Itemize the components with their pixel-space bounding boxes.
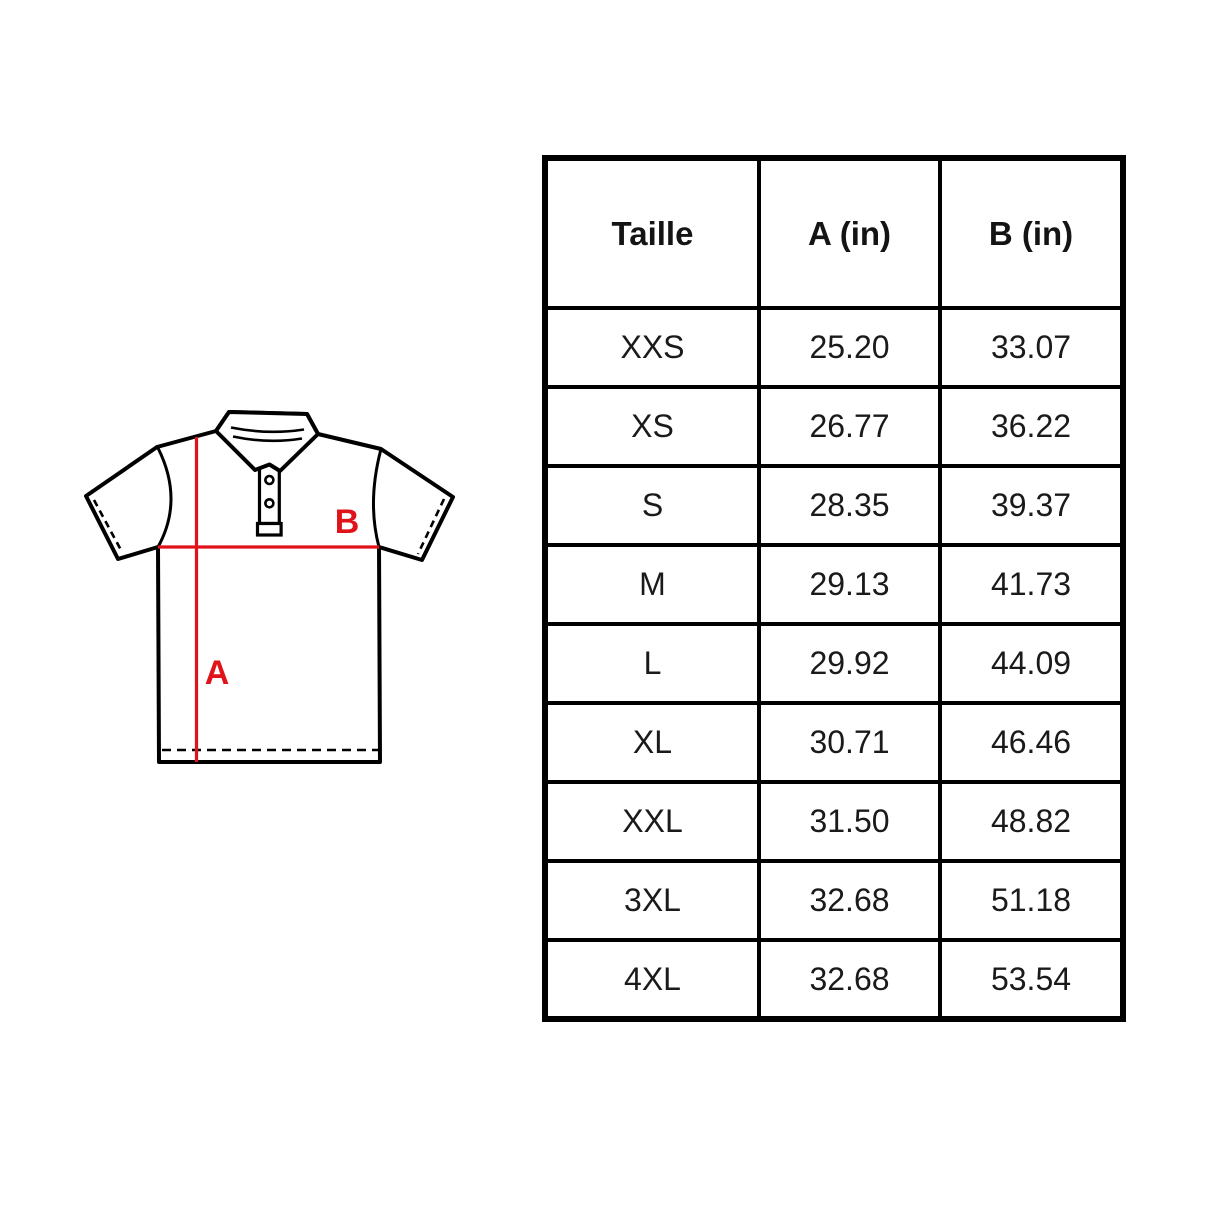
table-row-xxl: XXL 31.50 48.82 xyxy=(543,780,1125,863)
table-row-xl: XL 30.71 46.46 xyxy=(543,701,1125,784)
measurement-label-b: B xyxy=(335,503,360,541)
placket-bottom-box xyxy=(255,521,283,537)
cell-b: 41.73 xyxy=(938,543,1125,626)
cell-b: 51.18 xyxy=(938,859,1125,942)
table-row-xxs: XXS 25.20 33.07 xyxy=(543,306,1125,389)
header-cell-size: Taille xyxy=(543,156,761,310)
size-table-header-row: Taille A (in) B (in) xyxy=(543,156,1125,310)
cuff-stitch-left xyxy=(92,499,124,553)
button-top-icon xyxy=(264,474,275,486)
cell-size: M xyxy=(543,543,761,626)
armhole-seam-right xyxy=(371,448,383,548)
cell-size: L xyxy=(543,622,761,705)
cell-a: 31.50 xyxy=(757,780,942,863)
armhole-seam-left xyxy=(156,447,173,548)
table-row-4xl: 4XL 32.68 53.54 xyxy=(543,938,1125,1021)
table-row-xs: XS 26.77 36.22 xyxy=(543,385,1125,468)
table-row-s: S 28.35 39.37 xyxy=(543,464,1125,547)
shirt-measurement-diagram: A B xyxy=(70,390,490,810)
cell-a: 30.71 xyxy=(757,701,942,784)
cell-a: 32.68 xyxy=(757,938,942,1021)
measurement-label-a: A xyxy=(205,654,230,692)
placket xyxy=(257,462,281,526)
cell-a: 28.35 xyxy=(757,464,942,547)
cell-size: 4XL xyxy=(543,938,761,1021)
cell-b: 46.46 xyxy=(938,701,1125,784)
cell-size: XXL xyxy=(543,780,761,863)
cell-b: 53.54 xyxy=(938,938,1125,1021)
table-row-l: L 29.92 44.09 xyxy=(543,622,1125,705)
cell-size: S xyxy=(543,464,761,547)
header-cell-b: B (in) xyxy=(938,156,1125,310)
cell-size: XXS xyxy=(543,306,761,389)
collar-stitch-lines xyxy=(230,426,305,443)
cell-b: 33.07 xyxy=(938,306,1125,389)
button-bottom-icon xyxy=(264,498,275,509)
cell-a: 29.13 xyxy=(757,543,942,626)
cell-size: XL xyxy=(543,701,761,784)
cell-b: 44.09 xyxy=(938,622,1125,705)
cell-a: 26.77 xyxy=(757,385,942,468)
header-cell-a: A (in) xyxy=(757,156,942,310)
cell-a: 25.20 xyxy=(757,306,942,389)
size-table: Taille A (in) B (in) XXS 25.20 33.07 XS … xyxy=(542,155,1126,1022)
cell-b: 39.37 xyxy=(938,464,1125,547)
cell-size: XS xyxy=(543,385,761,468)
polo-shirt-icon: A B xyxy=(84,410,455,764)
cell-b: 36.22 xyxy=(938,385,1125,468)
table-row-3xl: 3XL 32.68 51.18 xyxy=(543,859,1125,942)
cuff-stitch-right xyxy=(416,498,446,555)
cell-a: 29.92 xyxy=(757,622,942,705)
cell-a: 32.68 xyxy=(757,859,942,942)
cell-size: 3XL xyxy=(543,859,761,942)
cell-b: 48.82 xyxy=(938,780,1125,863)
table-row-m: M 29.13 41.73 xyxy=(543,543,1125,626)
